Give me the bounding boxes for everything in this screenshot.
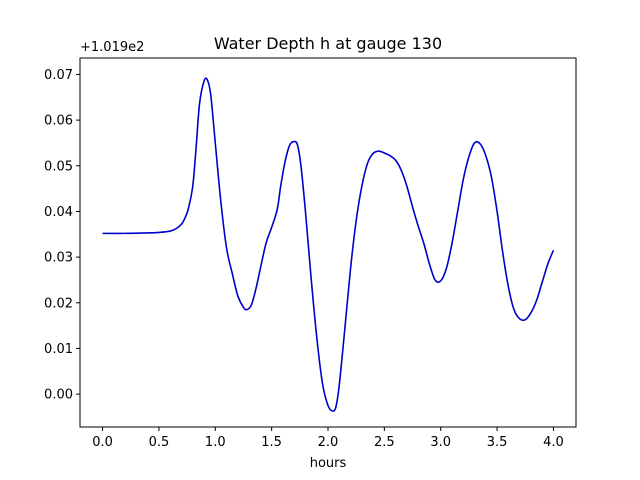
y-tick-label: 0.04 — [44, 205, 73, 220]
x-tick-label: 1.0 — [205, 435, 226, 450]
y-offset-text: +1.019e2 — [80, 40, 144, 55]
series-line — [102, 77, 555, 412]
x-tick-label: 3.5 — [487, 435, 508, 450]
x-tick-label: 2.0 — [318, 435, 339, 450]
x-tick-label: 0.5 — [149, 435, 170, 450]
x-tick-label: 3.0 — [430, 435, 451, 450]
chart-title: Water Depth h at gauge 130 — [214, 34, 442, 53]
series-layer — [102, 77, 555, 412]
y-tick-label: 0.02 — [44, 296, 73, 311]
plot-frame — [79, 57, 577, 428]
y-tick-label: 0.07 — [44, 68, 73, 83]
x-axis-ticks: 0.0 0.5 1.0 1.5 2.0 2.5 3.0 3.5 4.0 — [92, 427, 564, 450]
x-tick-label: 1.5 — [261, 435, 282, 450]
x-tick-label: 4.0 — [543, 435, 564, 450]
y-tick-label: 0.06 — [44, 114, 73, 129]
y-tick-label: 0.03 — [44, 251, 73, 266]
y-tick-label: 0.01 — [44, 342, 73, 357]
plot-area: 0.0 0.5 1.0 1.5 2.0 2.5 3.0 3.5 4.0 0.00 0.01 0.02… — [44, 57, 577, 450]
x-axis-label: hours — [310, 456, 347, 471]
x-tick-label: 2.5 — [374, 435, 395, 450]
y-tick-label: 0.05 — [44, 159, 73, 174]
y-axis-ticks: 0.00 0.01 0.02 0.03 0.04 0.05 0.06 0.07 — [44, 68, 80, 403]
x-tick-label: 0.0 — [92, 435, 113, 450]
y-tick-label: 0.00 — [44, 388, 73, 403]
